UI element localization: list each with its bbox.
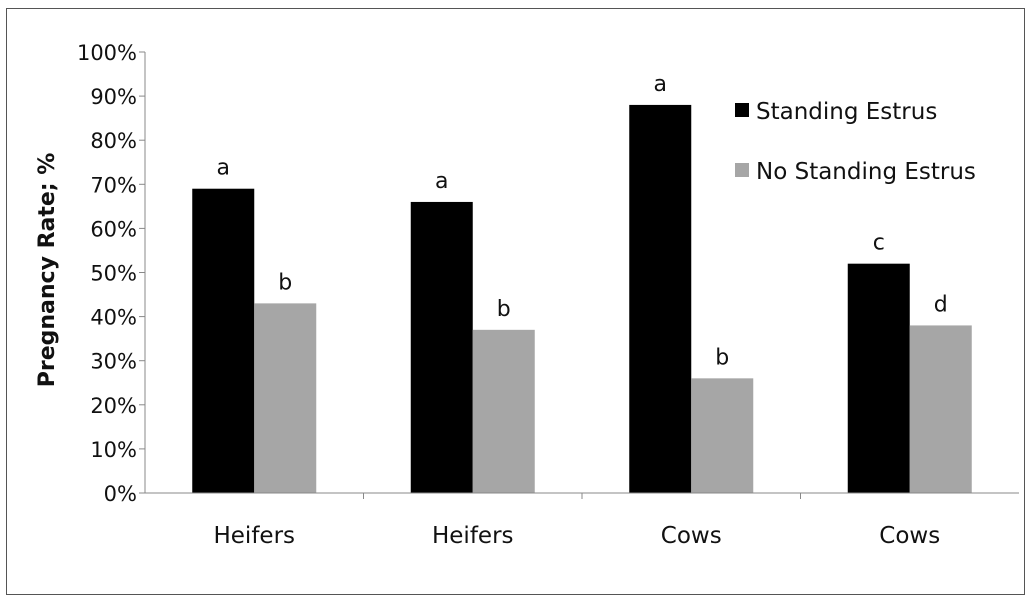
y-tick-label: 70% [90, 173, 137, 197]
bar-standing-estrus [629, 104, 692, 494]
y-axis-ticks: 0% 10% 20% 30% 40% 50% 60% 70% 80% 90% 100% [77, 41, 145, 506]
bars: a b a b a b c d [192, 72, 972, 494]
y-axis-label: Pregnancy Rate; % [35, 153, 60, 388]
y-tick-label: 30% [90, 350, 137, 374]
bar-no-standing-estrus [909, 325, 972, 493]
significance-letter: b [715, 345, 729, 370]
y-tick-label: 0% [104, 482, 137, 506]
category-label: Heifers [432, 523, 514, 549]
bar-standing-estrus [410, 201, 473, 493]
legend-label: Standing Estrus [756, 99, 937, 125]
bar-no-standing-estrus [472, 329, 535, 493]
significance-letter: b [497, 297, 511, 322]
bar-standing-estrus [192, 188, 255, 493]
y-tick-label: 50% [90, 262, 137, 286]
significance-letter: a [654, 72, 667, 97]
y-tick-label: 40% [90, 306, 137, 330]
significance-letter: b [278, 270, 292, 295]
legend-swatch [735, 103, 749, 117]
legend-label: No Standing Estrus [756, 159, 976, 185]
bar-no-standing-estrus [691, 378, 754, 493]
significance-letter: a [435, 169, 448, 194]
bar-no-standing-estrus [254, 303, 317, 493]
category-labels: Heifers Heifers Cows Cows [213, 523, 940, 549]
y-tick-label: 20% [90, 394, 137, 418]
y-tick-label: 10% [90, 438, 137, 462]
y-tick-label: 90% [90, 85, 137, 109]
category-label: Cows [661, 523, 722, 549]
significance-letter: a [217, 156, 230, 181]
y-tick-label: 100% [77, 41, 137, 65]
axes [144, 52, 1019, 499]
legend: Standing Estrus No Standing Estrus [735, 99, 976, 185]
legend-swatch [735, 163, 749, 177]
significance-letter: c [873, 231, 885, 256]
bar-standing-estrus [847, 263, 910, 493]
category-label: Heifers [213, 523, 295, 549]
category-label: Cows [879, 523, 940, 549]
y-tick-label: 60% [90, 217, 137, 241]
significance-letter: d [934, 292, 948, 317]
y-tick-label: 80% [90, 129, 137, 153]
